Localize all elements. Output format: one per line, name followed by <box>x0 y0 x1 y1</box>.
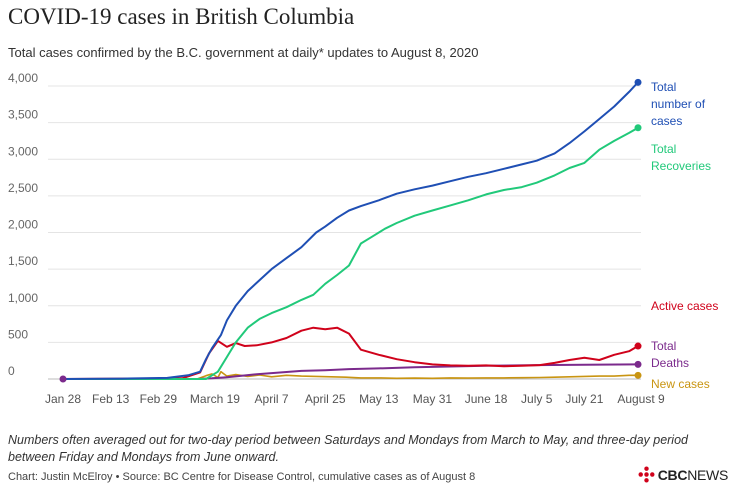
y-tick-label: 1,500 <box>8 254 38 268</box>
brand-cbc: CBC <box>657 466 688 483</box>
y-tick-label: 3,500 <box>8 108 38 122</box>
series-label-line: New cases <box>651 377 710 391</box>
series-line <box>62 326 639 380</box>
series-label-line: Recoveries <box>651 159 711 173</box>
series-end-point <box>634 78 642 86</box>
cbc-news-logo: CBCNEWS <box>638 466 728 483</box>
series-label: Total Deaths <box>651 339 689 370</box>
series-label-line: Active cases <box>651 299 718 313</box>
series-line <box>62 126 639 380</box>
series-end-point <box>634 371 642 379</box>
series-start-point <box>59 375 67 383</box>
series-end-point <box>634 124 642 132</box>
y-tick-label: 500 <box>8 327 28 341</box>
series-label-line: Total <box>651 142 676 156</box>
series-layer <box>59 78 642 383</box>
x-tick-label: July 21 <box>565 392 603 406</box>
cbc-gem-icon <box>638 466 655 483</box>
x-tick-label: July 5 <box>521 392 553 406</box>
x-tick-label: March 19 <box>190 392 240 406</box>
series-label-line: Total <box>651 80 676 94</box>
x-tick-label: May 13 <box>359 392 399 406</box>
series-label: Active cases <box>651 299 718 313</box>
series-line <box>62 81 639 380</box>
y-tick-label: 0 <box>8 364 15 378</box>
series-line <box>62 370 639 380</box>
y-tick-label: 2,000 <box>8 218 38 232</box>
series-label: Total Recoveries <box>651 142 711 173</box>
x-tick-label: May 31 <box>413 392 453 406</box>
brand-news: NEWS <box>687 466 728 483</box>
chart-subtitle: Total cases confirmed by the B.C. govern… <box>8 45 479 60</box>
x-tick-label: June 18 <box>465 392 508 406</box>
x-tick-label: Jan 28 <box>45 392 81 406</box>
credit-line: Chart: Justin McElroy • Source: BC Centr… <box>8 471 476 483</box>
series-label-layer: Total number of cases Total Recoveries Active… <box>651 80 718 391</box>
x-tick-label: April 25 <box>305 392 346 406</box>
y-tick-label: 4,000 <box>8 71 38 85</box>
y-tick-label: 2,500 <box>8 181 38 195</box>
y-tick-label: 1,000 <box>8 291 38 305</box>
series-label: Total number of cases <box>651 80 706 128</box>
x-tick-label: Feb 29 <box>140 392 178 406</box>
grid-layer: 0 500 1,000 1,500 2,000 2,500 3,000 3,500 4,000 J… <box>8 71 665 406</box>
series-end-point <box>634 342 642 350</box>
x-tick-label: August 9 <box>617 392 665 406</box>
x-tick-label: Feb 13 <box>92 392 130 406</box>
series-label-line: number of <box>651 97 706 111</box>
series-label: New cases <box>651 377 710 391</box>
y-tick-label: 3,000 <box>8 144 38 158</box>
series-label-line: Total <box>651 339 676 353</box>
chart-title: COVID-19 cases in British Columbia <box>8 4 355 29</box>
series-end-point <box>634 360 642 368</box>
series-label-line: Deaths <box>651 356 689 370</box>
footnote: Numbers often averaged out for two-day p… <box>8 433 688 464</box>
line-chart: 0 500 1,000 1,500 2,000 2,500 3,000 3,500 4,000 J… <box>8 71 718 406</box>
series-label-line: cases <box>651 114 682 128</box>
brand-wordmark: CBCNEWS <box>657 466 729 483</box>
x-tick-label: April 7 <box>255 392 289 406</box>
